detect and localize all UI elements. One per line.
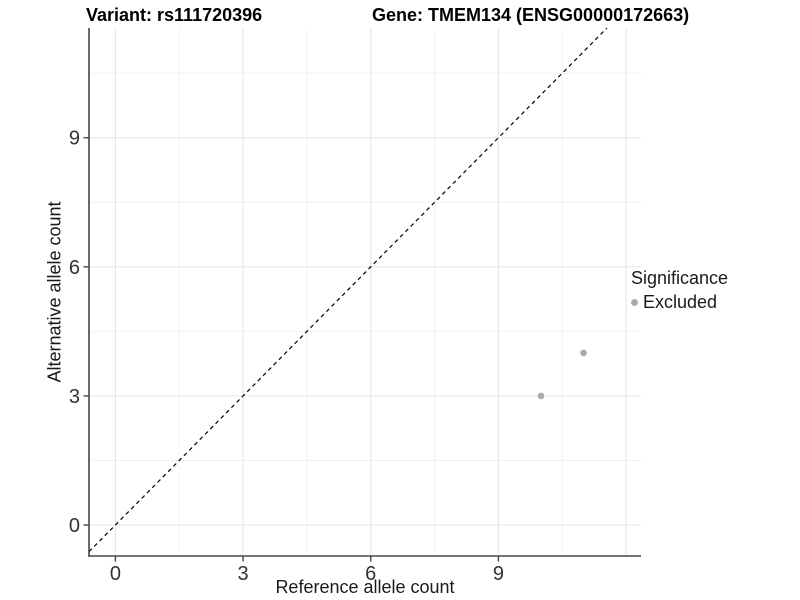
point-icon xyxy=(631,299,638,306)
y-tick-label: 3 xyxy=(69,386,80,408)
x-tick-label: 3 xyxy=(238,563,249,585)
legend: Significance Excluded xyxy=(631,268,728,313)
variant-title: Variant: rs111720396 xyxy=(86,5,263,25)
data-point xyxy=(537,392,545,400)
legend-title: Significance xyxy=(631,268,729,288)
y-tick-label: 9 xyxy=(69,128,80,150)
x-tick-label: 9 xyxy=(493,563,504,585)
y-tick-label: 0 xyxy=(69,515,80,537)
x-tick-label: 0 xyxy=(110,563,121,585)
legend-item-label: Excluded xyxy=(643,292,718,312)
gene-title: Gene: TMEM134 (ENSG00000172663) xyxy=(372,5,690,25)
legend-item-excluded: Excluded xyxy=(631,292,728,313)
y-axis-title: Alternative allele count xyxy=(44,201,65,383)
y-tick-label: 6 xyxy=(69,257,80,279)
data-point xyxy=(580,349,587,357)
x-axis-title: Reference allele count xyxy=(275,577,455,597)
x-tick-label: 6 xyxy=(365,563,376,585)
identity-line xyxy=(88,27,608,553)
